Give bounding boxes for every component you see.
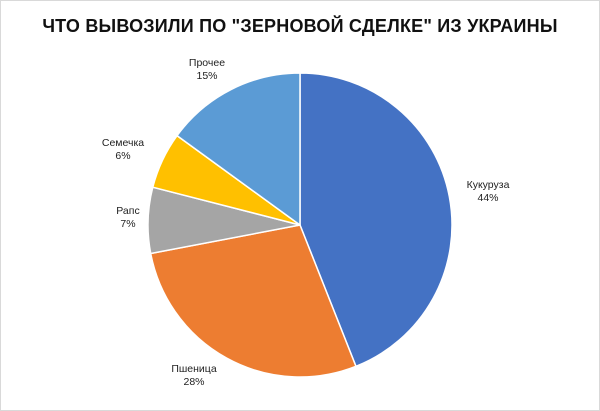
pie-slice-1 (299, 72, 453, 368)
chart-title: ЧТО ВЫВОЗИЛИ ПО "ЗЕРНОВОЙ СДЕЛКЕ" ИЗ УКР… (42, 16, 558, 36)
slice-label-4: Семечка (102, 137, 144, 149)
slice-label-5: Прочее (189, 57, 225, 69)
slice-label-2: Пшеница (171, 363, 216, 375)
pie-slice-5 (175, 72, 301, 227)
slice-value-label-4: 6% (115, 150, 130, 162)
slice-value-label-1: 44% (477, 192, 498, 204)
slice-value-label-2: 28% (183, 376, 204, 388)
pie-slice-2 (149, 224, 357, 378)
slice-value-label-5: 15% (196, 70, 217, 82)
slice-label-3: Рапс (116, 205, 139, 217)
slice-label-1: Кукуруза (467, 179, 510, 191)
slice-value-label-3: 7% (120, 218, 135, 230)
